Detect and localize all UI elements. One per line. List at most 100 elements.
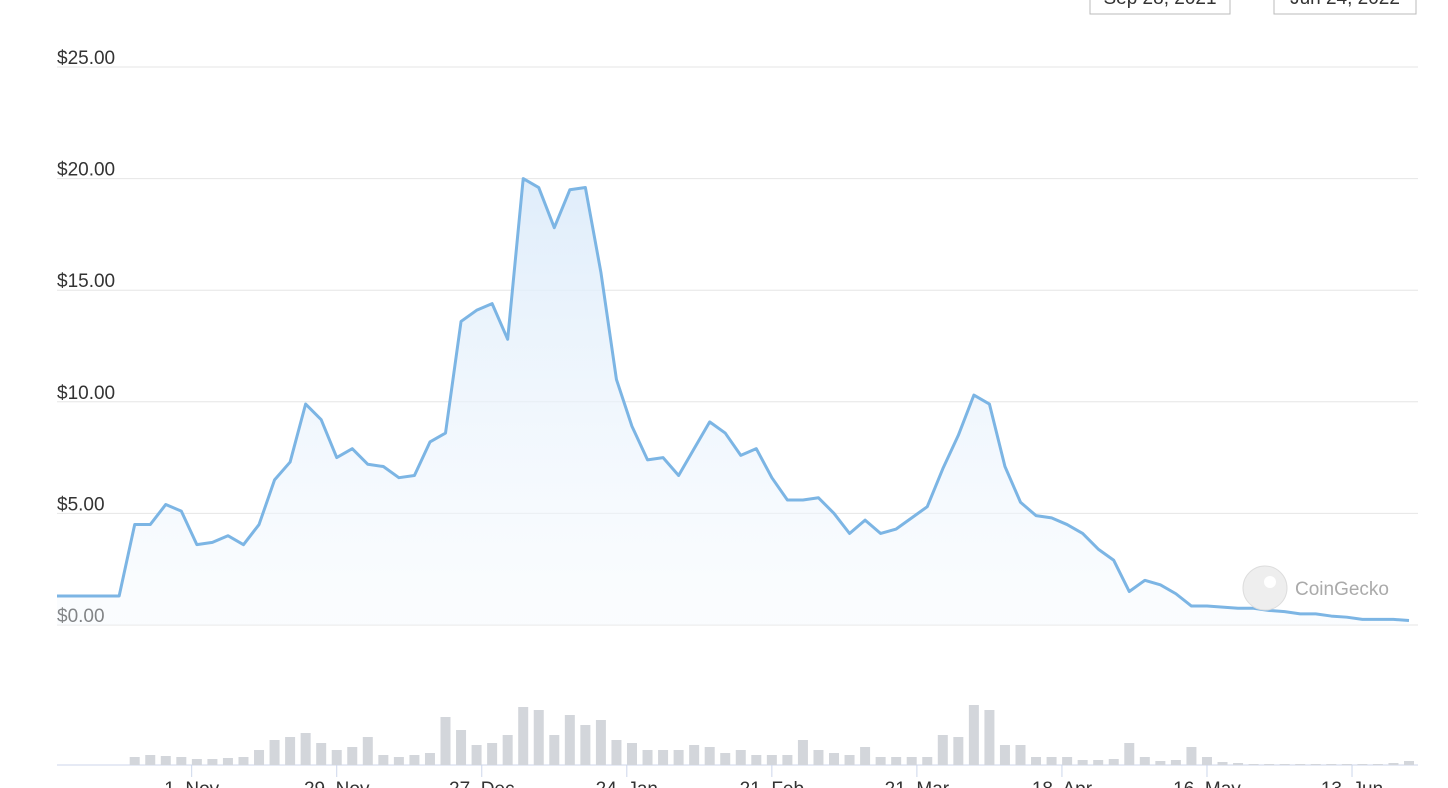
y-tick-label: $20.00 — [57, 160, 115, 181]
volume-bar — [968, 705, 979, 765]
volume-bar — [782, 755, 793, 765]
volume-bar — [300, 733, 311, 765]
volume-bar — [673, 750, 684, 765]
volume-bar — [984, 710, 995, 765]
volume-bar — [906, 757, 917, 765]
volume-bar — [689, 745, 700, 765]
volume-bar — [1404, 761, 1414, 765]
volume-bar — [626, 743, 637, 765]
volume-bar — [331, 750, 342, 765]
volume-bar — [1139, 757, 1150, 765]
watermark-logo — [1242, 565, 1288, 611]
volume-bar — [191, 759, 202, 765]
volume-bar — [1248, 764, 1259, 765]
x-tick-label: 24. Jan — [596, 779, 658, 788]
volume-bar — [1326, 764, 1337, 765]
volume-bar — [1357, 764, 1368, 765]
volume-bar — [160, 756, 171, 765]
date-from-input[interactable] — [1089, 0, 1231, 15]
x-tick-label: 13. Jun — [1321, 779, 1383, 788]
volume-bar — [658, 750, 669, 765]
volume-bar — [875, 757, 886, 765]
x-tick-label: 18. Apr — [1032, 779, 1093, 788]
volume-bar — [1388, 763, 1399, 765]
volume-bar — [829, 753, 840, 765]
price-line — [57, 177, 1410, 623]
volume-bar — [1062, 757, 1073, 765]
volume-bar — [316, 743, 327, 765]
watermark-eye — [1264, 576, 1276, 588]
volume-bar — [564, 715, 575, 765]
date-from: Sep 28, 2021 — [1103, 0, 1216, 9]
date-to-input[interactable] — [1273, 0, 1417, 15]
volume-bar — [254, 750, 265, 765]
x-tick-label: 21. Feb — [740, 779, 804, 788]
x-tick-label: 27. Dec — [449, 779, 514, 788]
volume-bar — [1155, 761, 1166, 765]
volume-bar — [1372, 764, 1383, 765]
volume-bar — [1031, 757, 1042, 765]
volume-bar — [424, 753, 435, 765]
volume-bar — [1217, 762, 1228, 765]
x-tick-label: 1. Nov — [164, 779, 219, 788]
y-tick-label: $25.00 — [57, 48, 115, 69]
x-tick-label: 16. May — [1173, 779, 1241, 788]
volume-bar — [611, 740, 622, 765]
volume-bar — [1233, 763, 1244, 765]
date-separator: - — [1249, 0, 1255, 9]
date-to: Jun 24, 2022 — [1290, 0, 1400, 9]
volume-bar — [533, 710, 544, 765]
volume-bar — [145, 755, 156, 765]
y-tick-label: $10.00 — [57, 383, 115, 404]
volume-bar — [285, 737, 296, 765]
volume-bar — [393, 757, 404, 765]
volume-bar — [409, 755, 420, 765]
x-tick-label: 21. Mar — [885, 779, 950, 788]
volume-bar — [347, 747, 358, 765]
volume-bar — [1015, 745, 1026, 765]
x-tick-label: 29. Nov — [304, 779, 370, 788]
volume-bar — [735, 750, 746, 765]
volume-bar — [362, 737, 373, 765]
volume-bar — [580, 725, 591, 765]
volume-bar — [1170, 760, 1181, 765]
y-tick-label: $15.00 — [57, 271, 115, 292]
volume-bar — [642, 750, 653, 765]
volume-bar — [891, 757, 902, 765]
volume-bar — [813, 750, 824, 765]
volume-bar — [222, 758, 233, 765]
volume-bar — [1264, 764, 1275, 765]
volume-bar — [751, 755, 762, 765]
volume-bar — [238, 757, 249, 765]
volume-bar — [1046, 757, 1057, 765]
volume-bar — [922, 757, 933, 765]
watermark: CoinGecko — [1242, 565, 1389, 611]
plot: $0.00$5.00$10.00$15.00$20.00$25.001. Nov… — [57, 48, 1418, 788]
volume-bar — [487, 743, 498, 765]
volume-bar — [1201, 757, 1212, 765]
volume-bar — [766, 755, 777, 765]
volume-bar — [440, 717, 451, 765]
volume-bar — [937, 735, 948, 765]
volume-bar — [1108, 759, 1119, 765]
volume-bar — [1093, 760, 1104, 765]
volume-bar — [797, 740, 808, 765]
volume-bar — [269, 740, 280, 765]
volume-bar — [953, 737, 964, 765]
volume-bar — [502, 735, 513, 765]
volume-bar — [1310, 764, 1321, 765]
volume-bar — [378, 755, 389, 765]
volume-bar — [549, 735, 560, 765]
volume-bar — [844, 755, 855, 765]
volume-bar — [471, 745, 482, 765]
volume-bar — [207, 759, 218, 765]
volume-bar — [1077, 760, 1088, 765]
volume-bar — [176, 757, 187, 765]
volume-bar — [518, 707, 529, 765]
volume-bar — [704, 747, 715, 765]
volume-bar — [595, 720, 606, 765]
volume-bar — [129, 757, 140, 765]
volume-bar — [1186, 747, 1197, 765]
y-tick-label: $5.00 — [57, 494, 105, 515]
